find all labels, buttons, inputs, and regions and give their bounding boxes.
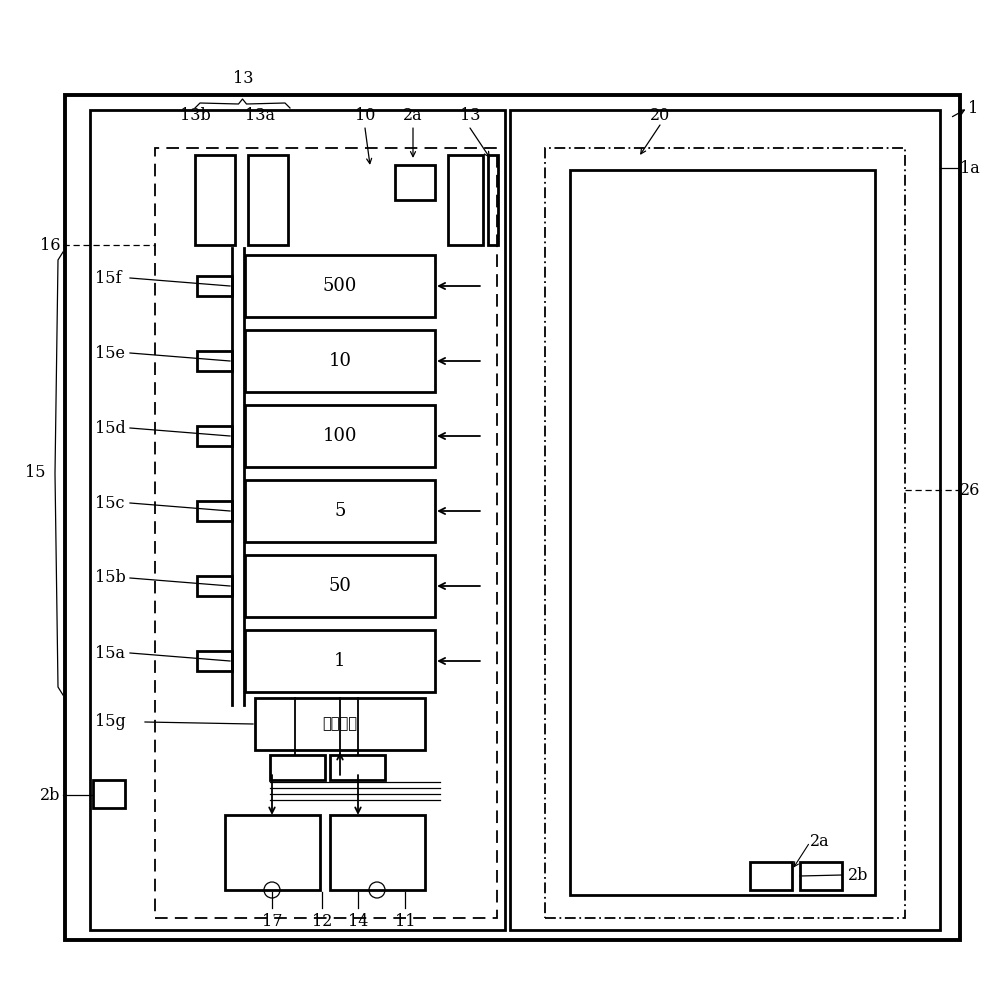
Text: 14: 14 (348, 913, 368, 931)
Text: 10: 10 (355, 106, 375, 124)
Bar (750, 862, 792, 890)
Bar (197, 276, 232, 296)
Bar (395, 165, 435, 200)
Bar (195, 155, 235, 245)
Bar (245, 555, 435, 617)
Bar (245, 330, 435, 392)
Text: 12: 12 (312, 913, 332, 931)
Text: 1: 1 (968, 99, 978, 117)
Text: 26: 26 (960, 481, 980, 499)
Bar (197, 576, 232, 596)
Text: 13: 13 (460, 106, 480, 124)
Bar (448, 155, 483, 245)
Bar (245, 480, 435, 542)
Text: 10: 10 (328, 352, 352, 370)
Bar (90, 110, 505, 930)
Text: 暂时保存: 暂时保存 (322, 717, 358, 731)
Bar (248, 155, 288, 245)
Text: 2b: 2b (848, 866, 868, 884)
Bar (255, 698, 425, 750)
Text: 100: 100 (323, 427, 357, 445)
Bar (93, 780, 125, 808)
Text: 13: 13 (233, 70, 253, 86)
Text: 1: 1 (334, 652, 346, 670)
Bar (197, 651, 232, 671)
Bar (330, 815, 425, 890)
Bar (197, 501, 232, 521)
Bar (488, 155, 498, 245)
Text: 15g: 15g (95, 714, 126, 731)
Text: 20: 20 (650, 106, 670, 124)
Text: 2a: 2a (810, 834, 830, 850)
Text: 50: 50 (329, 577, 351, 595)
Text: 17: 17 (262, 913, 282, 931)
Text: 11: 11 (395, 913, 415, 931)
Bar (245, 255, 435, 317)
Text: 15e: 15e (95, 345, 125, 361)
Bar (245, 405, 435, 467)
Bar (155, 148, 497, 918)
Text: 13b: 13b (180, 106, 210, 124)
Text: 500: 500 (323, 277, 357, 295)
Bar (570, 170, 875, 895)
Text: 15: 15 (25, 464, 45, 480)
Text: 15f: 15f (95, 269, 122, 287)
Text: 13a: 13a (245, 106, 275, 124)
Bar (545, 148, 905, 918)
Bar (197, 351, 232, 371)
Text: 15a: 15a (95, 644, 125, 662)
Text: 16: 16 (40, 237, 60, 253)
Text: 15d: 15d (95, 419, 126, 437)
Bar (510, 110, 940, 930)
Bar (330, 755, 385, 780)
Bar (197, 426, 232, 446)
Bar (270, 755, 325, 780)
Text: 15b: 15b (95, 570, 126, 586)
Text: 15c: 15c (95, 495, 124, 512)
Text: 5: 5 (334, 502, 346, 520)
Bar (65, 95, 960, 940)
Text: 2a: 2a (403, 106, 423, 124)
Bar (245, 630, 435, 692)
Bar (800, 862, 842, 890)
Text: 2b: 2b (40, 787, 60, 803)
Bar (225, 815, 320, 890)
Text: 1a: 1a (960, 159, 980, 177)
